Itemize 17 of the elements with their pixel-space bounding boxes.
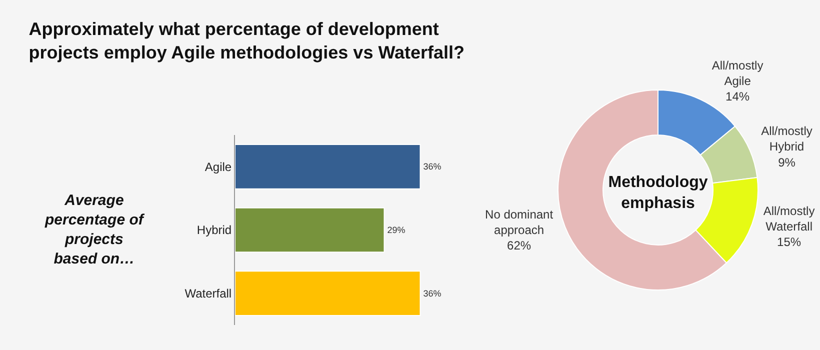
data-label: 14% [726, 90, 750, 104]
slice-label: All/mostly Hybrid [761, 124, 812, 154]
slice-label: All/mostly Agile [712, 58, 764, 88]
slice-label: No dominant approach [485, 207, 554, 237]
y-tick-label: Waterfall [184, 286, 232, 301]
slice-label: All/mostly Waterfall [763, 204, 815, 234]
y-tick-label: Agile [204, 160, 232, 174]
text: Methodology emphasis [608, 174, 708, 212]
data-label: 36% [423, 162, 442, 172]
chart-title: Approximately what percentage of development projects employ Agile methodologies vs Waterfall? [28, 19, 465, 62]
data-label: 29% [387, 225, 406, 235]
text: Average percentage of projects based on… [44, 192, 146, 268]
data-label: 15% [777, 235, 802, 250]
y-tick-label: Hybrid [196, 223, 232, 238]
data-label: 9% [778, 155, 796, 170]
data-label: 36% [423, 288, 442, 298]
data-label: 62% [507, 238, 532, 252]
